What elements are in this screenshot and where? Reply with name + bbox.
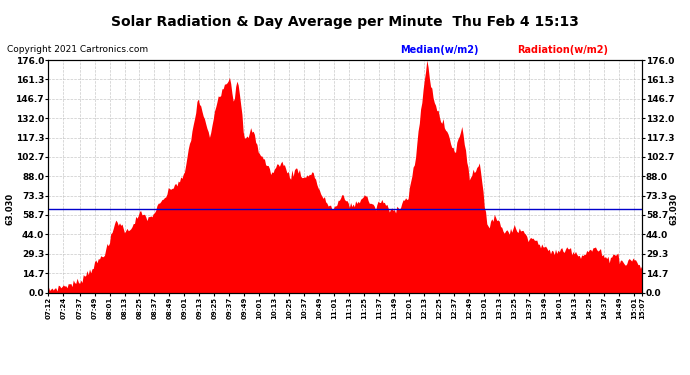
Text: Solar Radiation & Day Average per Minute  Thu Feb 4 15:13: Solar Radiation & Day Average per Minute… (111, 15, 579, 29)
Text: 63.030: 63.030 (6, 193, 14, 225)
Text: 63.030: 63.030 (670, 193, 679, 225)
Text: Radiation(w/m2): Radiation(w/m2) (518, 45, 609, 55)
Text: Copyright 2021 Cartronics.com: Copyright 2021 Cartronics.com (7, 45, 148, 54)
Text: Median(w/m2): Median(w/m2) (400, 45, 479, 55)
